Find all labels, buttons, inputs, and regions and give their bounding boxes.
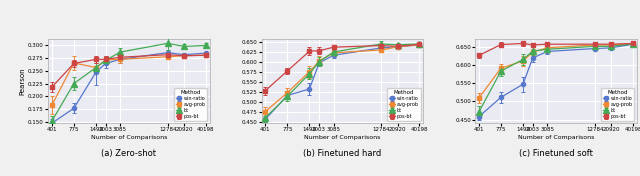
Y-axis label: Pearson: Pearson	[19, 67, 26, 95]
Title: (b) Finetuned hard: (b) Finetuned hard	[303, 149, 381, 158]
Legend: win-ratio, avg-prob, bt, pos-bt: win-ratio, avg-prob, bt, pos-bt	[173, 88, 207, 121]
Title: (c) Finetuned soft: (c) Finetuned soft	[519, 149, 593, 158]
Legend: win-ratio, avg-prob, bt, pos-bt: win-ratio, avg-prob, bt, pos-bt	[601, 88, 634, 121]
X-axis label: Number of Comparisons: Number of Comparisons	[91, 135, 167, 140]
X-axis label: Number of Comparisons: Number of Comparisons	[304, 135, 381, 140]
Legend: win-ratio, avg-prob, bt, pos-bt: win-ratio, avg-prob, bt, pos-bt	[387, 88, 421, 121]
X-axis label: Number of Comparisons: Number of Comparisons	[518, 135, 594, 140]
Title: (a) Zero-shot: (a) Zero-shot	[101, 149, 156, 158]
